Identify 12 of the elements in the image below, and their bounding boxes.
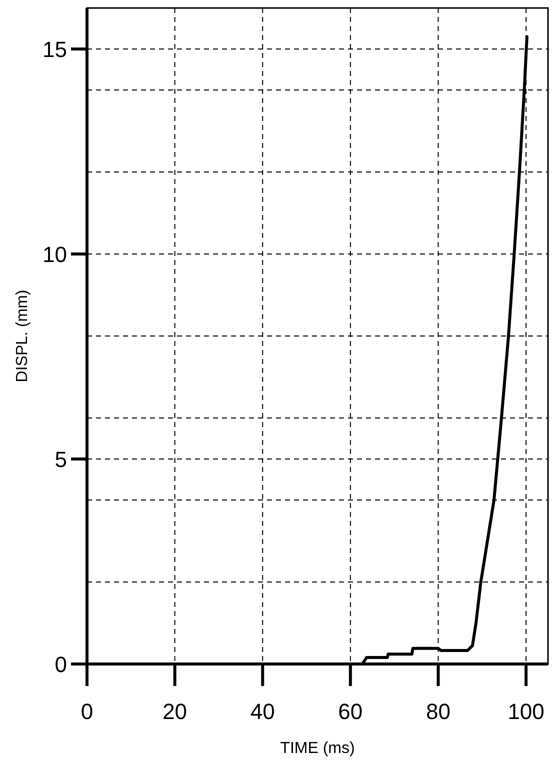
x-tick-label: 0 bbox=[80, 699, 94, 724]
y-tick-label: 15 bbox=[42, 37, 67, 62]
x-tick-label: 100 bbox=[508, 699, 544, 724]
y-tick-label: 0 bbox=[54, 652, 67, 677]
x-axis-title: TIME (ms) bbox=[280, 740, 355, 757]
x-tick-label: 20 bbox=[162, 699, 188, 724]
x-tick-label: 40 bbox=[250, 699, 275, 724]
y-tick-label: 10 bbox=[42, 242, 67, 267]
x-tick-label: 60 bbox=[338, 699, 363, 724]
x-tick-label: 80 bbox=[426, 699, 450, 724]
y-axis-title: DISPL. (mm) bbox=[14, 290, 31, 382]
y-tick-label: 5 bbox=[54, 447, 67, 472]
